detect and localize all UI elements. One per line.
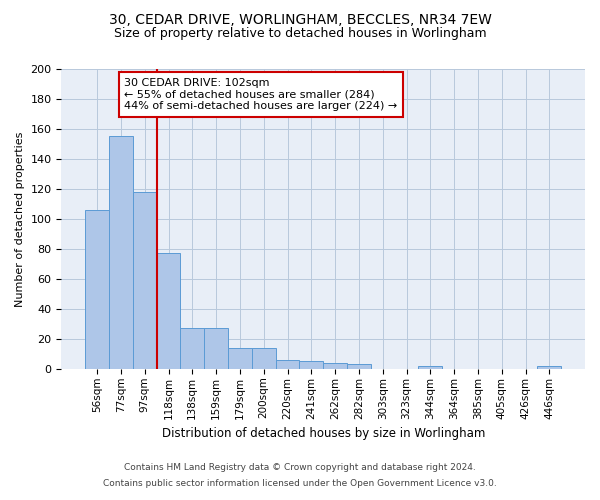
Text: Contains HM Land Registry data © Crown copyright and database right 2024.: Contains HM Land Registry data © Crown c… (124, 464, 476, 472)
Text: Contains public sector information licensed under the Open Government Licence v3: Contains public sector information licen… (103, 478, 497, 488)
Bar (181, 328, 204, 369)
X-axis label: Distribution of detached houses by size in Worlingham: Distribution of detached houses by size … (161, 427, 485, 440)
Text: 30, CEDAR DRIVE, WORLINGHAM, BECCLES, NR34 7EW: 30, CEDAR DRIVE, WORLINGHAM, BECCLES, NR… (109, 12, 491, 26)
Bar (109, 136, 133, 369)
Bar (85, 210, 109, 369)
Bar (157, 254, 181, 369)
Y-axis label: Number of detached properties: Number of detached properties (15, 132, 25, 306)
Bar (538, 366, 561, 369)
Text: Size of property relative to detached houses in Worlingham: Size of property relative to detached ho… (113, 28, 487, 40)
Bar (347, 364, 371, 369)
Bar (299, 362, 323, 369)
Bar (323, 363, 347, 369)
Bar (252, 348, 275, 369)
Text: 30 CEDAR DRIVE: 102sqm
← 55% of detached houses are smaller (284)
44% of semi-de: 30 CEDAR DRIVE: 102sqm ← 55% of detached… (124, 78, 397, 111)
Bar (133, 192, 157, 369)
Bar (418, 366, 442, 369)
Bar (204, 328, 228, 369)
Bar (228, 348, 252, 369)
Bar (275, 360, 299, 369)
